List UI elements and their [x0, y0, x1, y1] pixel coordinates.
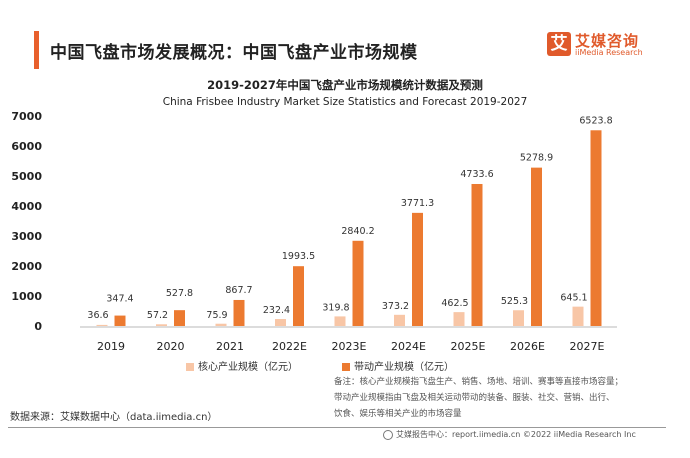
bar-driven: [531, 167, 542, 326]
title-accent-bar: [34, 31, 39, 69]
data-label-driven: 3771.3: [401, 198, 434, 209]
y-tick-label: 4000: [11, 200, 42, 213]
logo-name-cn: 艾媒咨询: [575, 32, 640, 50]
x-tick-label: 2026E: [510, 340, 545, 353]
data-label-core: 36.6: [87, 310, 108, 321]
y-tick-label: 3000: [11, 230, 42, 243]
data-label-core: 57.2: [147, 310, 168, 321]
data-label-driven: 4733.6: [460, 169, 493, 180]
bar-core: [275, 319, 286, 326]
bar-core: [215, 323, 227, 326]
y-tick-label: 5000: [11, 170, 42, 183]
y-tick-label: 6000: [11, 140, 42, 153]
bar-driven: [114, 315, 126, 326]
data-label-core: 462.5: [441, 298, 468, 309]
bar-core: [156, 324, 167, 326]
data-label-driven: 867.7: [225, 285, 252, 296]
data-label-driven: 347.4: [106, 294, 133, 305]
bar-driven: [233, 299, 245, 326]
bar-core: [334, 316, 346, 326]
data-label-core: 645.1: [560, 293, 587, 304]
y-tick-label: 1000: [11, 290, 42, 303]
bar-core: [394, 314, 405, 326]
note-line: 备注：核心产业规模指飞盘生产、销售、场地、培训、赛事等直接市场容量；: [334, 377, 624, 387]
data-label-driven: 5278.9: [520, 153, 553, 164]
legend-label-core: 核心产业规模（亿元）: [198, 362, 298, 373]
bar-driven: [590, 130, 602, 326]
y-tick-label: 7000: [11, 110, 42, 123]
legend-swatch-core: [186, 363, 194, 371]
iimedia-logo: 艾 艾媒咨询 iiMedia Research: [547, 32, 677, 60]
data-label-core: 232.4: [263, 305, 290, 316]
data-label-core: 75.9: [206, 310, 227, 321]
logo-name-en: iiMedia Research: [575, 48, 643, 57]
note-line: 饮食、娱乐等相关产业的市场容量: [334, 409, 462, 419]
x-tick-label: 2022E: [272, 340, 307, 353]
footer: 艾媒报告中心：report.iimedia.cn ©2022 iiMedia R…: [383, 429, 636, 440]
data-label-core: 319.8: [322, 302, 349, 313]
x-tick-label: 2024E: [391, 340, 426, 353]
note-line: 带动产业规模指由飞盘及相关运动带动的装备、服装、社交、营销、出行、: [334, 393, 615, 403]
x-axis: 2019 2020 2021 2022E 2023E 2024E 2025E 2026E 202…: [97, 340, 605, 353]
report-center-icon: [383, 429, 393, 440]
data-source: 数据来源：艾媒数据中心（data.iimedia.cn）: [10, 412, 218, 423]
bar-driven: [412, 212, 423, 326]
chart-title: 2019-2027年中国飞盘产业市场规模统计数据及预测: [207, 78, 483, 92]
logo-mark-icon: 艾: [547, 32, 571, 56]
bar-core: [572, 306, 584, 326]
bar-core: [453, 312, 465, 326]
chart-subtitle: China Frisbee Industry Market Size Stati…: [162, 96, 528, 108]
data-label-driven: 6523.8: [579, 115, 612, 126]
y-axis: 0 1000 2000 3000 4000 5000 6000 7000: [11, 110, 42, 333]
data-label-driven: 527.8: [166, 288, 193, 299]
legend-item-core: 核心产业规模（亿元）: [186, 358, 298, 373]
data-label-core: 525.3: [501, 296, 528, 307]
x-tick-label: 2027E: [570, 340, 605, 353]
bar-driven: [352, 240, 364, 326]
y-tick-label: 0: [34, 320, 42, 333]
bar-driven: [293, 266, 304, 326]
page-title: 中国飞盘市场发展概况：中国飞盘产业市场规模: [50, 43, 418, 63]
bar-driven: [174, 310, 185, 326]
data-label-driven: 2840.2: [341, 226, 374, 237]
data-label-core: 373.2: [382, 301, 409, 312]
x-tick-label: 2023E: [332, 340, 367, 353]
x-tick-label: 2025E: [451, 340, 486, 353]
data-label-driven: 1993.5: [282, 251, 315, 262]
x-tick-label: 2021: [216, 340, 244, 353]
y-tick-label: 2000: [11, 260, 42, 273]
legend-label-driven: 带动产业规模（亿元）: [354, 362, 454, 373]
footer-divider: [8, 427, 666, 428]
footer-text: 艾媒报告中心：report.iimedia.cn ©2022 iiMedia R…: [396, 430, 636, 439]
bar-core: [96, 324, 108, 326]
legend-item-driven: 带动产业规模（亿元）: [342, 358, 454, 373]
chart-notes: 备注：核心产业规模指飞盘生产、销售、场地、培训、赛事等直接市场容量； 带动产业规…: [334, 374, 623, 422]
x-tick-label: 2019: [97, 340, 125, 353]
x-tick-label: 2020: [157, 340, 185, 353]
bar-core: [513, 310, 524, 326]
bar-driven: [471, 183, 483, 326]
bars: 36.6 347.4 57.2 527.8 75.9 867.7 232.4 1993.5 31…: [87, 115, 613, 326]
legend-swatch-driven: [342, 363, 350, 371]
